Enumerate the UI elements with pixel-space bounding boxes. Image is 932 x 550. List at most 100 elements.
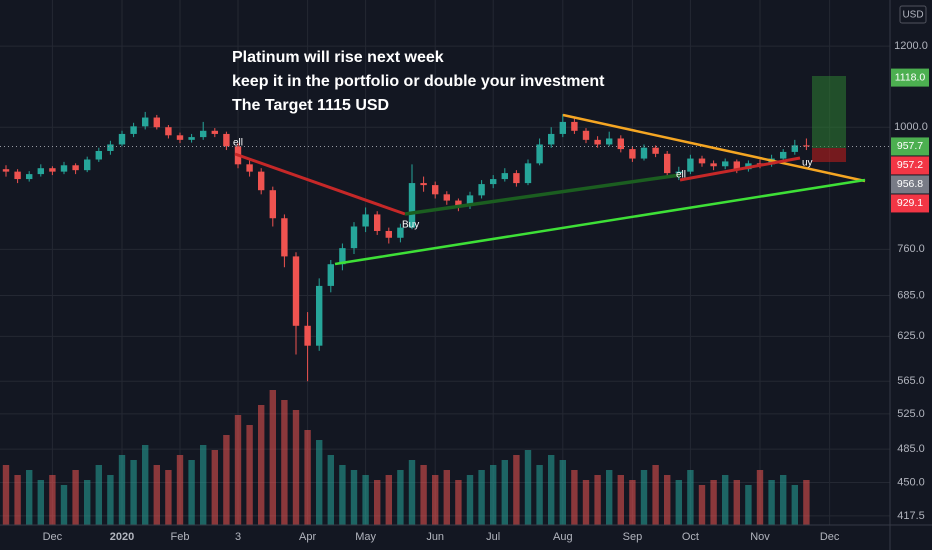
signal-line — [679, 156, 801, 182]
candle-body — [385, 230, 392, 238]
candle-body — [223, 133, 230, 147]
price-label-box — [891, 156, 929, 175]
signal-label: Buy — [402, 220, 419, 231]
volume-bar — [478, 470, 485, 525]
candle-body — [153, 117, 160, 128]
candle-body — [316, 285, 323, 346]
candle-body — [176, 135, 184, 140]
volume-bar — [72, 470, 79, 525]
volume-bar — [490, 465, 497, 525]
volume-bar — [722, 475, 729, 525]
candle-body — [710, 163, 717, 167]
volume-bar — [548, 455, 555, 525]
volume-bar — [130, 460, 137, 525]
y-tick-label: 625.0 — [897, 330, 925, 342]
candle-body — [652, 147, 659, 154]
price-label-box — [891, 194, 929, 213]
candle-body — [420, 183, 427, 186]
candle-body — [698, 158, 706, 164]
candle-body — [432, 185, 439, 195]
volume-bar — [432, 475, 439, 525]
stop-zone — [812, 148, 846, 162]
candle-body — [200, 130, 207, 138]
candle-body — [72, 165, 79, 171]
y-tick-label: 685.0 — [897, 289, 925, 301]
candle-body — [281, 218, 288, 257]
volume-bar — [768, 480, 775, 525]
y-tick-label: 525.0 — [897, 408, 925, 420]
volume-bar — [745, 485, 752, 525]
x-tick-label: Nov — [750, 531, 770, 543]
x-tick-label: Feb — [171, 531, 190, 543]
volume-bar — [292, 410, 300, 525]
y-tick-label: 1200.0 — [894, 40, 928, 52]
signal-line — [404, 173, 681, 216]
volume-bar — [466, 475, 474, 525]
volume-bar — [234, 415, 242, 525]
volume-bar — [420, 465, 427, 525]
candle-body — [617, 138, 624, 150]
volume-bar — [60, 485, 68, 525]
volume-bar — [269, 390, 276, 525]
volume-bar — [258, 405, 265, 525]
candle-body — [490, 179, 497, 185]
annotation: The Target 1115 USD — [232, 97, 389, 114]
x-tick-label: Aug — [553, 531, 573, 543]
volume-bar — [26, 470, 33, 525]
candle-body — [582, 130, 590, 140]
volume-bar — [559, 460, 566, 525]
price-label: 1118.0 — [895, 71, 926, 83]
volume-bar — [652, 465, 659, 525]
y-tick-label: 450.0 — [897, 476, 925, 488]
volume-bar — [223, 435, 230, 525]
price-label: 956.8 — [897, 178, 923, 190]
candle-body — [165, 127, 172, 136]
candle-body — [466, 195, 474, 206]
currency-box[interactable] — [899, 5, 927, 24]
candle-body — [188, 137, 195, 140]
target-zone — [812, 76, 846, 148]
signal-label: ell — [676, 170, 686, 181]
support-line — [334, 178, 866, 266]
volume-bar — [281, 400, 288, 525]
volume-bar — [640, 470, 648, 525]
price-label-box — [891, 68, 929, 87]
volume-bar — [780, 475, 787, 525]
candle-body — [478, 184, 485, 196]
volume-bar — [176, 455, 184, 525]
price-label: 957.7 — [897, 140, 923, 152]
volume-bar — [571, 470, 578, 525]
x-tick-label: Jul — [486, 531, 500, 543]
candle-body — [397, 227, 404, 238]
volume-bar — [339, 465, 346, 525]
volume-bar — [2, 465, 10, 525]
volume-bar — [327, 455, 334, 525]
volume-bar — [14, 475, 21, 525]
volume-bar — [200, 445, 207, 525]
annotation: Platinum will rise next week — [232, 49, 444, 66]
volume-bar — [617, 475, 624, 525]
candle-body — [606, 138, 613, 145]
candle-body — [327, 264, 334, 286]
volume-bar — [142, 445, 149, 525]
candle-body — [629, 149, 636, 159]
signal-label: uy — [802, 158, 813, 169]
price-label-box — [891, 137, 929, 156]
candle-body — [118, 133, 126, 145]
candle-body — [211, 130, 218, 134]
candle-body — [536, 144, 543, 164]
volume-bar — [246, 425, 253, 525]
volume-bar — [188, 460, 195, 525]
x-tick-label: Dec — [820, 531, 840, 543]
x-tick-label: Dec — [43, 531, 63, 543]
volume-bar — [675, 480, 682, 525]
volume-bar — [524, 450, 532, 525]
volume-bar — [606, 470, 613, 525]
volume-bar — [95, 465, 102, 525]
volume-bar — [350, 470, 358, 525]
price-label: 929.1 — [897, 197, 923, 209]
y-tick-label: 417.5 — [897, 510, 925, 522]
candle-body — [640, 147, 648, 159]
